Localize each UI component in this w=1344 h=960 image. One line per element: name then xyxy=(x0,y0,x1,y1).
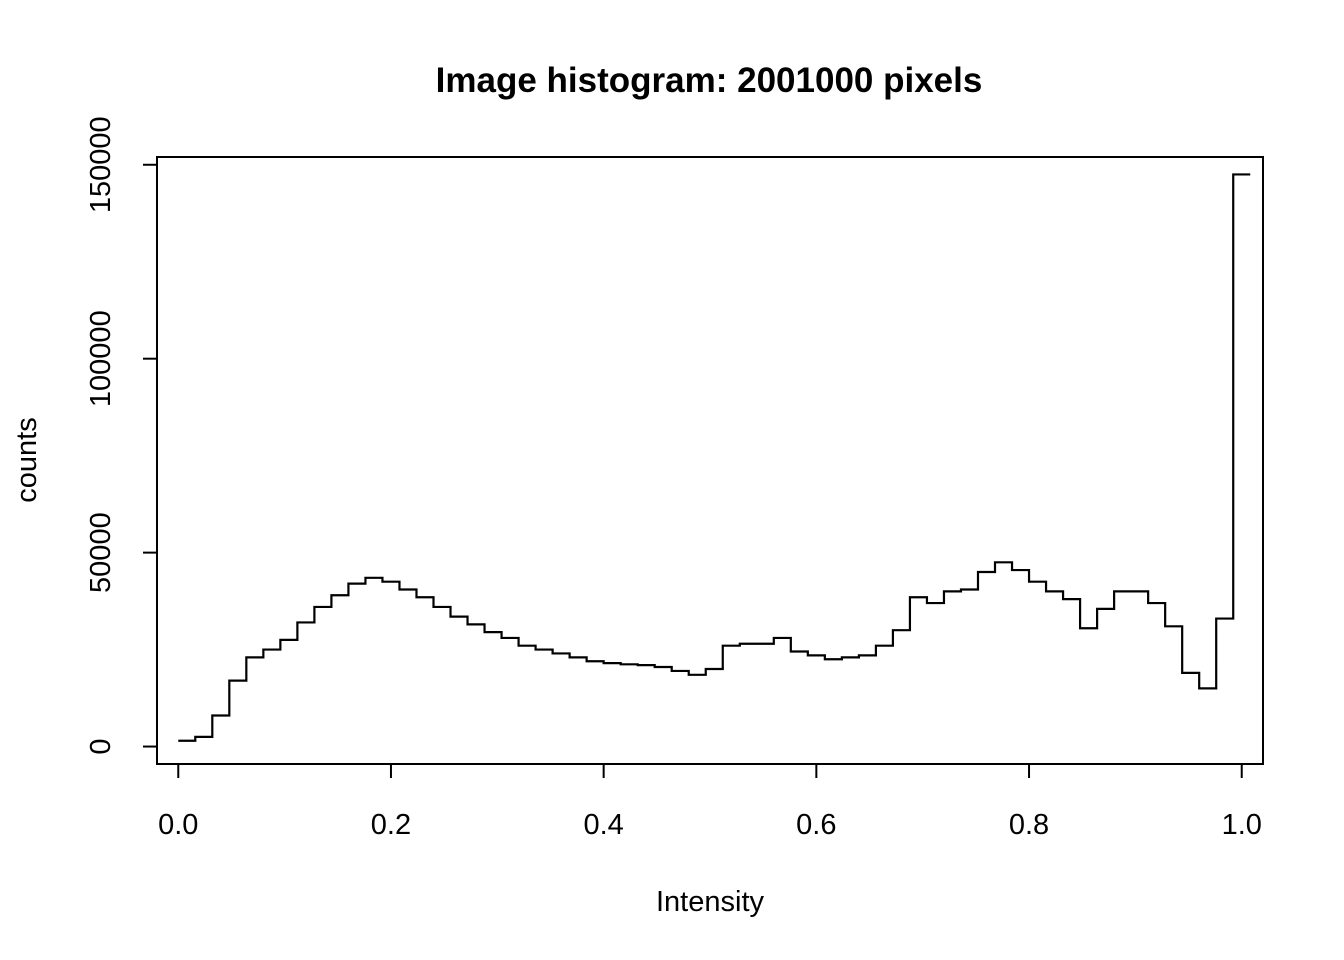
plot-frame xyxy=(156,156,1264,765)
x-axis: 0.0 0.2 0.4 0.6 0.8 1.0 xyxy=(158,763,1262,841)
x-tick-label: 1.0 xyxy=(1222,809,1262,841)
x-tick-label: 0.0 xyxy=(158,809,198,841)
y-tick-label: 150000 xyxy=(85,116,117,213)
x-axis-label: Intensity xyxy=(656,886,764,918)
x-tick-label: 0.2 xyxy=(371,809,411,841)
y-tick-label: 0 xyxy=(85,738,117,754)
histogram-step-line xyxy=(178,173,1251,742)
y-tick-label: 50000 xyxy=(85,512,117,593)
x-tick-label: 0.4 xyxy=(583,809,623,841)
y-tick-label: 100000 xyxy=(85,310,117,407)
x-tick-label: 0.6 xyxy=(796,809,836,841)
chart-title: Image histogram: 2001000 pixels xyxy=(436,61,983,100)
x-tick-label: 0.8 xyxy=(1009,809,1049,841)
histogram-bins xyxy=(178,174,1250,740)
y-axis-label: counts xyxy=(11,417,43,502)
y-axis: 0 50000 100000 150000 xyxy=(85,116,158,755)
